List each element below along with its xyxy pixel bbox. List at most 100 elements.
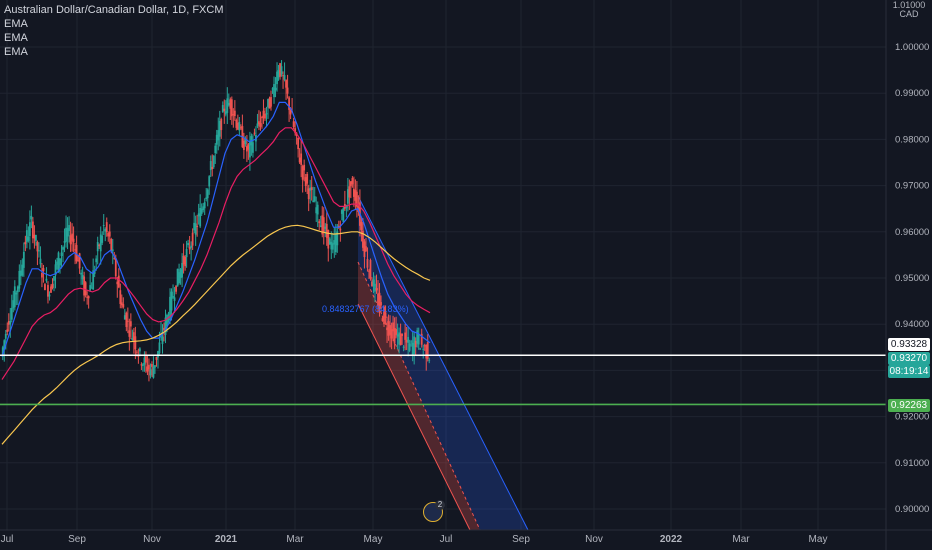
candle-body — [375, 288, 378, 291]
candle-body — [348, 186, 351, 198]
candle-body — [288, 97, 290, 110]
time-tick-label: Sep — [512, 534, 530, 545]
candle-body — [16, 286, 19, 293]
candle-body — [60, 252, 63, 257]
candle-body — [42, 268, 45, 272]
candle-body — [331, 243, 334, 250]
candle-body — [108, 231, 111, 237]
candle-body — [193, 222, 196, 231]
current-price-tag: 0.93270 — [888, 352, 930, 365]
candle-body — [191, 232, 194, 246]
candle-body — [120, 302, 123, 306]
candle-body — [244, 138, 247, 145]
candle-body — [68, 225, 70, 231]
avatar-badge: 2 — [435, 500, 445, 510]
candle-body — [354, 190, 357, 201]
candle-body — [407, 336, 410, 343]
candle-body — [371, 281, 373, 287]
candle-body — [35, 234, 37, 241]
candle-body — [200, 208, 203, 214]
candle-body — [74, 249, 76, 251]
candle-body — [28, 222, 31, 237]
chart-title[interactable]: Australian Dollar/Canadian Dollar, 1D, F… — [4, 4, 224, 16]
candle-body — [398, 332, 401, 345]
candle-body — [152, 366, 155, 378]
countdown-tag: 08:19:14 — [888, 365, 930, 378]
candle-body — [164, 317, 167, 335]
candle-body — [205, 197, 208, 199]
ema-indicator-1[interactable]: EMA — [4, 18, 28, 30]
candle-body — [206, 189, 209, 199]
axis-currency-label: CAD — [899, 9, 919, 19]
candle-body — [99, 234, 102, 252]
time-tick-label: Nov — [585, 534, 603, 545]
candle-body — [401, 333, 404, 337]
candle-body — [196, 226, 199, 228]
candle-body — [95, 258, 98, 263]
candle-body — [285, 80, 287, 88]
candle-body — [312, 200, 315, 203]
candle-body — [90, 287, 93, 289]
candle-body — [420, 333, 423, 345]
candle-body — [145, 356, 147, 363]
candle-body — [300, 153, 303, 165]
candle-body — [27, 236, 30, 241]
candle-body — [113, 258, 116, 260]
candle-body — [267, 99, 269, 108]
candle-body — [63, 241, 66, 243]
candle-body — [365, 246, 367, 252]
candle-body — [117, 275, 120, 288]
candle-body — [226, 98, 229, 113]
candle-body — [54, 264, 57, 276]
candle-body — [239, 127, 242, 129]
candle-body — [13, 286, 16, 308]
price-tick-label: 1.00000 — [895, 42, 929, 53]
candle-body — [277, 70, 280, 78]
candle-body — [334, 234, 337, 253]
candle-body — [69, 235, 72, 245]
candle-body — [417, 333, 420, 345]
candle-body — [22, 251, 25, 268]
time-tick-label: May — [364, 534, 383, 545]
candle-body — [256, 123, 259, 127]
candle-body — [62, 247, 64, 250]
candle-body — [1, 347, 4, 357]
ema-indicator-3[interactable]: EMA — [4, 46, 28, 58]
candle-body — [72, 238, 75, 243]
price-tick-label: 0.96000 — [895, 227, 929, 238]
candle-body — [426, 342, 429, 359]
candle-body — [298, 157, 301, 163]
candle-body — [197, 213, 200, 217]
candle-body — [233, 110, 236, 117]
time-tick-label: Nov — [143, 534, 161, 545]
candle-body — [386, 327, 388, 331]
ema-indicator-2[interactable]: EMA — [4, 32, 28, 44]
candle-body — [220, 118, 223, 131]
white-line-price-tag: 0.93328 — [888, 338, 930, 351]
candle-body — [7, 321, 10, 325]
candle-body — [75, 245, 78, 262]
candle-body — [387, 321, 390, 336]
candle-body — [18, 270, 21, 289]
candle-body — [360, 222, 363, 230]
candle-body — [122, 304, 125, 308]
candle-body — [173, 297, 176, 301]
price-tick-label: 0.99000 — [895, 88, 929, 99]
candle-body — [253, 132, 256, 134]
candle-body — [211, 166, 214, 170]
candle-body — [89, 285, 92, 291]
candle-body — [81, 275, 84, 280]
regression-lower-line — [357, 303, 471, 531]
candle-body — [282, 75, 284, 77]
candle-body — [51, 283, 54, 288]
candle-body — [349, 181, 352, 187]
candle-body — [377, 293, 379, 307]
candle-body — [158, 342, 161, 354]
candle-body — [214, 145, 217, 154]
candle-body — [12, 300, 15, 309]
candle-body — [166, 314, 168, 326]
candle-body — [230, 99, 233, 117]
candle-body — [84, 282, 87, 296]
candle-body — [104, 229, 107, 232]
